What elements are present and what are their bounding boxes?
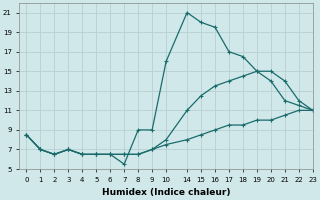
X-axis label: Humidex (Indice chaleur): Humidex (Indice chaleur) bbox=[102, 188, 230, 197]
